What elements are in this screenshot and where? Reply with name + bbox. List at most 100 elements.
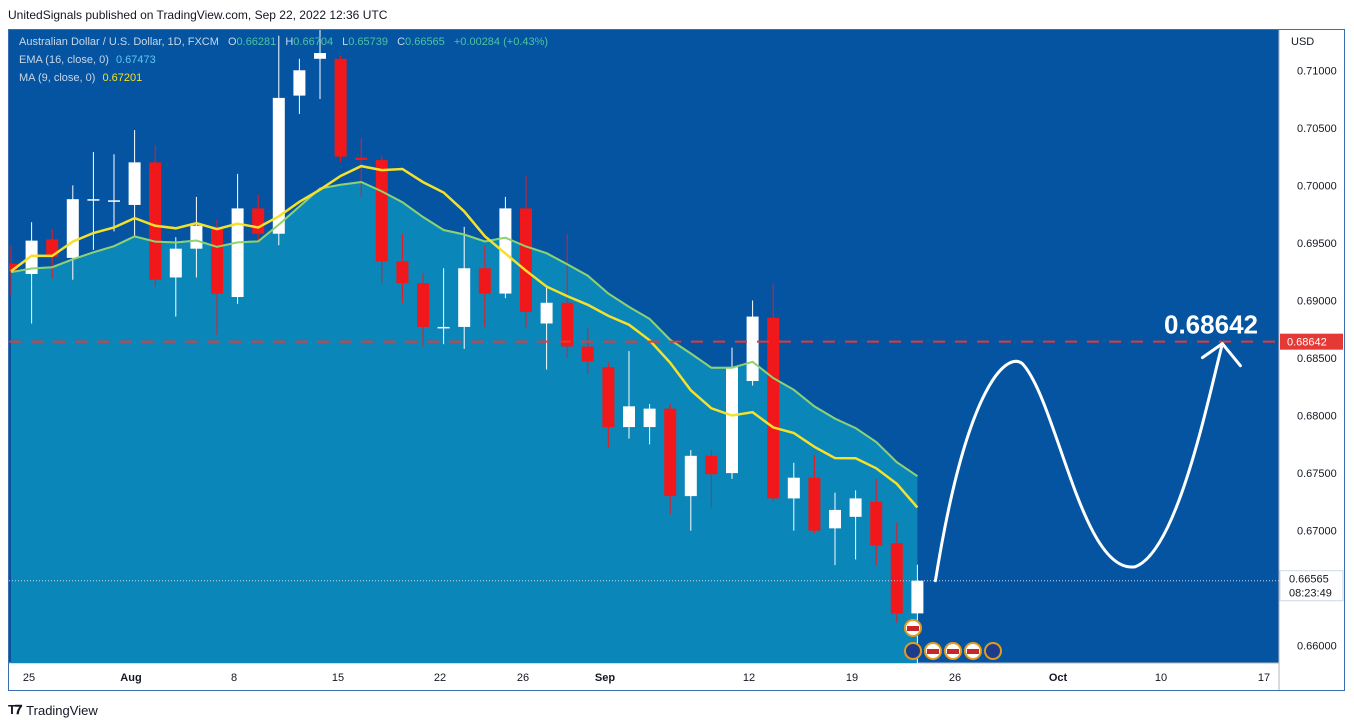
legend-c-value: 0.66565 xyxy=(405,36,445,48)
legend-change: +0.00284 (+0.43%) xyxy=(454,36,548,48)
price-tick-label: 0.70000 xyxy=(1297,180,1337,192)
legend-ma-value: 0.67201 xyxy=(102,72,142,84)
ma9-line xyxy=(10,164,919,509)
candle-2022-09-19 xyxy=(849,490,862,560)
candle-body xyxy=(272,97,285,234)
tradingview-logo-icon: T𝟕 xyxy=(8,702,22,717)
candle-body xyxy=(540,302,553,324)
price-chart[interactable]: 0.68642 0.71000 0.70500 0.70000 0.69500 0.69… xyxy=(9,30,1344,690)
candle-2022-08-11 xyxy=(293,58,306,115)
chart-legend: Australian Dollar / U.S. Dollar, 1D, FXC… xyxy=(19,36,548,84)
price-tick-label: 0.69000 xyxy=(1297,295,1337,307)
time-tick-label: 26 xyxy=(517,672,529,684)
price-tick-label: 0.69500 xyxy=(1297,238,1337,250)
candle-2022-08-02 xyxy=(149,145,162,287)
last-price-label: 0.66565 xyxy=(1289,574,1329,586)
price-tick-label: 0.67500 xyxy=(1297,468,1337,480)
time-tick-label: 8 xyxy=(231,672,237,684)
us-flag-stripe xyxy=(907,626,919,631)
candle-2022-09-13 xyxy=(767,283,780,502)
price-axis-currency: USD xyxy=(1291,36,1314,48)
candle-body xyxy=(190,225,203,249)
candle-2022-08-17 xyxy=(375,155,388,284)
candle-2022-08-24 xyxy=(478,245,491,327)
us-flag-stripe xyxy=(967,649,979,654)
candle-body xyxy=(643,408,656,428)
candle-2022-08-22 xyxy=(437,268,450,345)
candle-body xyxy=(602,367,615,428)
candle-2022-08-29 xyxy=(540,286,553,370)
candle-2022-07-25 xyxy=(25,222,38,324)
candle-body xyxy=(293,70,306,96)
candle-2022-09-15 xyxy=(808,454,821,533)
au-flag-icon xyxy=(904,642,922,660)
time-tick-label: 22 xyxy=(434,672,446,684)
time-tick-label: 12 xyxy=(743,672,755,684)
candle-2022-09-06 xyxy=(664,404,677,515)
svg-text:EMA (16, close, 0) 0.6: EMA (16, close, 0) 0.67473 xyxy=(19,54,156,66)
candle-2022-08-03 xyxy=(169,237,182,317)
candle-body xyxy=(623,406,635,428)
candle-2022-08-31 xyxy=(581,328,594,375)
candle-body xyxy=(849,498,862,517)
price-tick-label: 0.66000 xyxy=(1297,641,1337,653)
target-price-badge xyxy=(1280,333,1343,350)
candle-body xyxy=(437,326,450,329)
candle-2022-09-14 xyxy=(787,462,800,531)
candle-body xyxy=(396,261,409,284)
price-tick-label: 0.67000 xyxy=(1297,526,1337,538)
candle-body xyxy=(458,268,471,327)
footer-brand[interactable]: T𝟕 TradingView xyxy=(8,701,98,719)
candle-body xyxy=(169,248,182,278)
candle-2022-09-01 xyxy=(602,362,615,448)
legend-symbol: Australian Dollar / U.S. Dollar, 1D, FXC… xyxy=(19,36,219,48)
legend-o-value: 0.66281 xyxy=(237,36,277,48)
candle-body xyxy=(746,316,759,382)
ema16-line xyxy=(10,180,918,478)
candle-body xyxy=(9,263,17,272)
time-tick-label: Oct xyxy=(1049,672,1068,684)
candle-body xyxy=(787,477,800,499)
candle-2022-08-16 xyxy=(355,138,368,197)
candle-body xyxy=(520,208,532,312)
target-price-label: 0.68642 xyxy=(1287,337,1327,349)
candle-2022-08-05 xyxy=(211,219,223,335)
legend-ema-label: EMA (16, close, 0) xyxy=(19,54,109,66)
candle-2022-08-15 xyxy=(334,55,347,163)
candle-body xyxy=(911,580,924,614)
projection-curve xyxy=(933,342,1224,583)
price-tick-label: 0.71000 xyxy=(1297,65,1337,77)
legend-l-label: L xyxy=(342,36,348,48)
us-flag-stripe xyxy=(947,649,959,654)
candle-2022-09-08 xyxy=(705,450,718,508)
candle-body xyxy=(705,455,718,475)
candle-body xyxy=(128,162,141,205)
candle-body xyxy=(870,501,883,546)
candle-body xyxy=(66,199,79,258)
candle-body xyxy=(561,302,574,347)
chart-frame[interactable]: 0.68642 0.71000 0.70500 0.70000 0.69500 0.69… xyxy=(8,29,1345,691)
candle-body xyxy=(375,160,388,262)
legend-ma-label: MA (9, close, 0) xyxy=(19,72,95,84)
candle-body xyxy=(149,162,162,280)
time-tick-label: Sep xyxy=(595,672,615,684)
candle-body xyxy=(664,408,677,497)
indicator-lines-layer xyxy=(10,164,919,509)
legend-ema-value: 0.67473 xyxy=(116,54,156,66)
candle-body xyxy=(581,346,594,362)
projection-arrowhead xyxy=(1200,342,1242,368)
au-flag-icon xyxy=(984,642,1002,660)
candle-body xyxy=(767,317,780,499)
candle-2022-08-26 xyxy=(520,176,532,329)
candle-body xyxy=(25,240,38,274)
time-tick-label: 25 xyxy=(23,672,35,684)
candle-body xyxy=(499,208,512,294)
price-tick-label: 0.68500 xyxy=(1297,353,1337,365)
candle-body xyxy=(808,477,821,531)
time-axis-background xyxy=(9,663,1279,690)
candle-body xyxy=(252,208,265,234)
candle-2022-08-10 xyxy=(272,35,285,246)
candle-2022-09-16 xyxy=(829,492,841,566)
time-tick-label: 15 xyxy=(332,672,344,684)
legend-c-label: C xyxy=(397,36,405,48)
